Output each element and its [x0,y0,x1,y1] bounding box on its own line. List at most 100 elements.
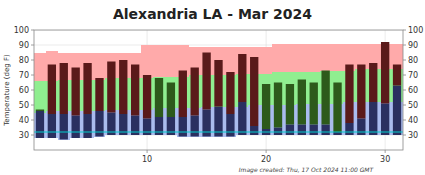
observed-bar [393,86,401,136]
observed-bar [214,60,222,107]
y-tick-right [403,105,406,106]
observed-bar [119,60,127,114]
observed-bar [191,68,199,116]
climate-band [82,111,94,138]
observed-bar [202,53,210,110]
observed-bar [60,114,68,140]
observed-bar [238,102,246,135]
y-tick-label: 50 [19,101,29,110]
y-tick-label-right: 90 [408,41,418,50]
climate-band [58,111,70,140]
observed-bar [381,104,389,136]
observed-bar [155,78,163,117]
title: Alexandria LA - Mar 2024 [113,6,312,22]
observed-bar [310,83,318,125]
y-tick-label: 40 [19,116,29,125]
y-tick-right [403,75,406,76]
observed-bar [369,102,377,135]
y-tick-label-right: 60 [408,86,418,95]
footnote: Image created: Thu, 17 Oct 2024 11:00 GM… [239,166,375,174]
y-tick-right [403,120,406,121]
observed-bar [143,119,151,136]
y-tick-label: 30 [19,131,29,140]
y-tick-right [403,90,406,91]
observed-bar [345,65,353,124]
observed-bar [274,128,282,136]
observed-bar [357,119,365,136]
y-tick-label-right: 70 [408,71,418,80]
observed-bar [60,63,68,114]
climate-band [379,102,391,135]
observed-bar [48,114,56,138]
observed-bar [298,80,306,125]
observed-bar [381,42,389,104]
y-tick-right [403,135,406,136]
x-tick [385,150,386,153]
climate-band [308,44,320,73]
climate-band [94,53,106,80]
y-tick-label-right: 40 [408,116,418,125]
observed-bar [143,75,151,119]
y-tick-right [403,30,406,31]
y-tick [31,45,34,46]
y-tick-label-right: 100 [408,26,423,35]
y-tick [31,30,34,31]
observed-bar [83,63,91,114]
climate-band [224,47,236,76]
observed-bar [262,84,270,129]
observed-bar [36,110,44,112]
y-tick-label: 100 [14,26,29,35]
observed-bar [274,83,282,128]
y-tick [31,105,34,106]
climate-band [332,44,344,71]
y-tick-label-right: 30 [408,131,418,140]
observed-bar [71,116,79,139]
y-tick-label: 60 [19,86,29,95]
y-tick [31,90,34,91]
observed-bar [107,62,115,113]
chart: 3030404050506060707080809090100100102030… [0,0,425,175]
x-tick-label: 20 [261,155,271,164]
reference-line [34,132,403,133]
observed-bar [369,63,377,102]
observed-bar [83,114,91,138]
observed-bar [131,65,139,116]
y-tick-label: 90 [19,41,29,50]
axes: 3030404050506060707080809090100100102030 [14,26,424,164]
y-tick-label: 80 [19,56,29,65]
x-tick [147,150,148,153]
climate-band [284,44,296,73]
observed-bar [238,54,246,102]
observed-bar [357,65,365,119]
climate-band [260,47,272,74]
bars [34,42,403,140]
climate-band [272,44,284,73]
y-tick-label: 70 [19,71,29,80]
observed-bar [71,68,79,116]
climate-band [141,45,153,78]
climate-band [105,110,117,136]
x-tick-label: 10 [142,155,152,164]
observed-bar [333,83,341,133]
observed-bar [191,116,199,137]
y-tick [31,75,34,76]
observed-bar [310,125,318,136]
y-tick [31,135,34,136]
climate-band [34,81,46,113]
climate-band [153,45,165,77]
observed-bar [286,125,294,136]
observed-bar [179,117,187,137]
y-tick-label-right: 80 [408,56,418,65]
climate-band [165,45,177,77]
observed-bar [48,65,56,115]
observed-bar [95,78,103,111]
observed-bar [393,65,401,86]
observed-bar [95,111,103,137]
y-axis-label: Temperature (deg F) [3,54,11,127]
climate-band [296,44,308,73]
observed-bar [179,71,187,118]
observed-bar [321,71,329,125]
y-tick-label-right: 50 [408,101,418,110]
observed-bar [250,126,258,135]
y-tick [31,120,34,121]
